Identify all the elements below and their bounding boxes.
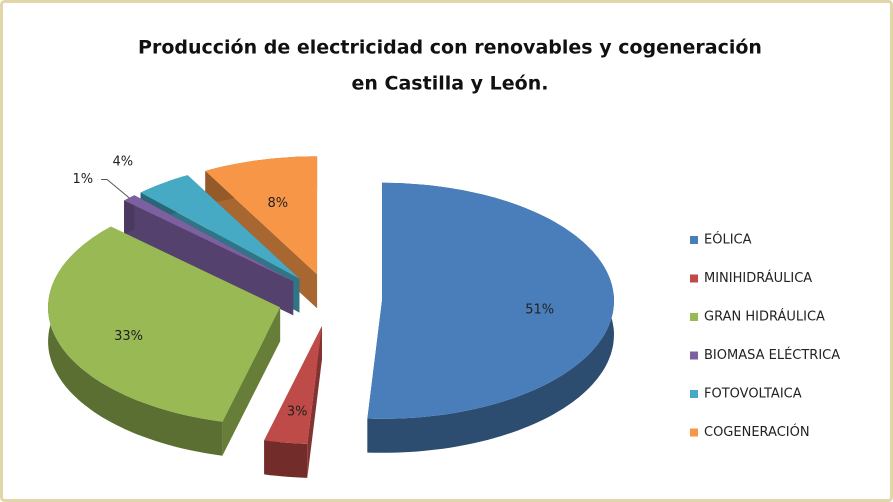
legend-swatch — [690, 313, 698, 321]
data-label: 1% — [72, 172, 93, 187]
slice-side — [134, 195, 294, 316]
data-label: 3% — [287, 405, 308, 420]
legend-swatch — [690, 428, 698, 437]
pie: 51% 3% 33% 1% 4% 8% — [48, 155, 614, 478]
pie-slice — [48, 226, 281, 456]
chart-title: en Castilla y León. — [352, 73, 549, 95]
legend-swatch — [690, 236, 698, 244]
slice-top — [124, 195, 294, 282]
slice-top — [48, 226, 281, 422]
legend-swatch — [690, 274, 698, 283]
slice-top — [140, 175, 300, 279]
slice-top — [205, 156, 318, 275]
legend: EÓLICA MINIHIDRÁULICA GRAN HIDRÁULICA BIOMA… — [690, 232, 840, 440]
legend-swatch — [690, 351, 698, 360]
data-label: 8% — [268, 196, 289, 211]
slice-wall — [124, 195, 135, 235]
slice-top — [367, 182, 614, 419]
legend-label: BIOMASA ELÉCTRICA — [704, 347, 840, 363]
legend-swatch — [690, 390, 698, 398]
legend-label: FOTOVOLTAICA — [704, 387, 802, 402]
leader-line — [101, 179, 130, 199]
slice-wall — [48, 226, 223, 456]
legend-label: GRAN HIDRÁULICA — [704, 309, 825, 325]
pie-slice — [367, 182, 614, 453]
data-label: 51% — [525, 303, 554, 318]
chart-title: Producción de electricidad con renovable… — [138, 37, 762, 59]
slice-wall — [264, 440, 308, 478]
pie-slice — [124, 195, 294, 316]
legend-label: COGENERACIÓN — [704, 424, 810, 440]
data-label: 4% — [112, 155, 133, 170]
legend-label: MINIHIDRÁULICA — [704, 270, 812, 286]
slice-side — [222, 307, 281, 456]
slice-top — [264, 326, 322, 444]
pie-slice — [264, 326, 322, 478]
data-label: 33% — [114, 329, 143, 344]
legend-label: EÓLICA — [704, 232, 752, 248]
